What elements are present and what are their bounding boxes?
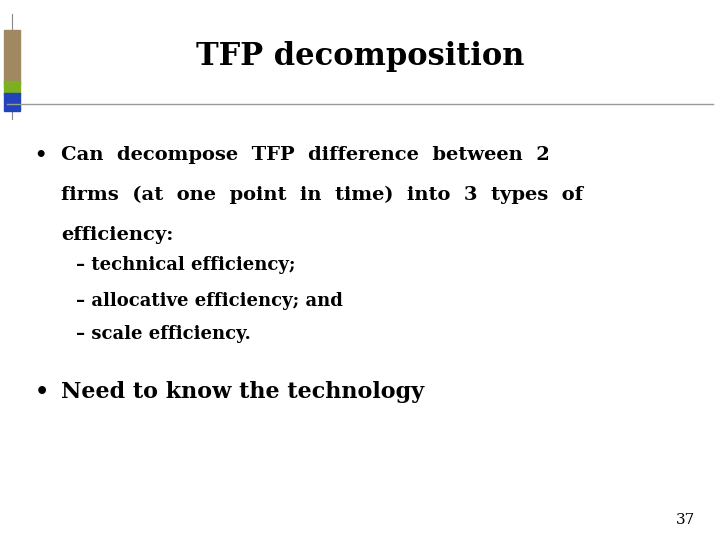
Text: – scale efficiency.: – scale efficiency. xyxy=(76,325,251,343)
Text: 37: 37 xyxy=(675,512,695,526)
Text: Can  decompose  TFP  difference  between  2: Can decompose TFP difference between 2 xyxy=(61,146,550,164)
Text: – technical efficiency;: – technical efficiency; xyxy=(76,256,295,274)
Text: firms  (at  one  point  in  time)  into  3  types  of: firms (at one point in time) into 3 type… xyxy=(61,186,583,204)
Bar xyxy=(4,93,20,111)
Bar xyxy=(4,30,20,84)
Text: TFP decomposition: TFP decomposition xyxy=(196,41,524,72)
Bar xyxy=(4,81,20,94)
Text: efficiency:: efficiency: xyxy=(61,226,174,244)
Text: Need to know the technology: Need to know the technology xyxy=(61,381,424,403)
Text: – allocative efficiency; and: – allocative efficiency; and xyxy=(76,292,343,309)
Text: •: • xyxy=(35,381,49,403)
Text: •: • xyxy=(35,146,47,164)
